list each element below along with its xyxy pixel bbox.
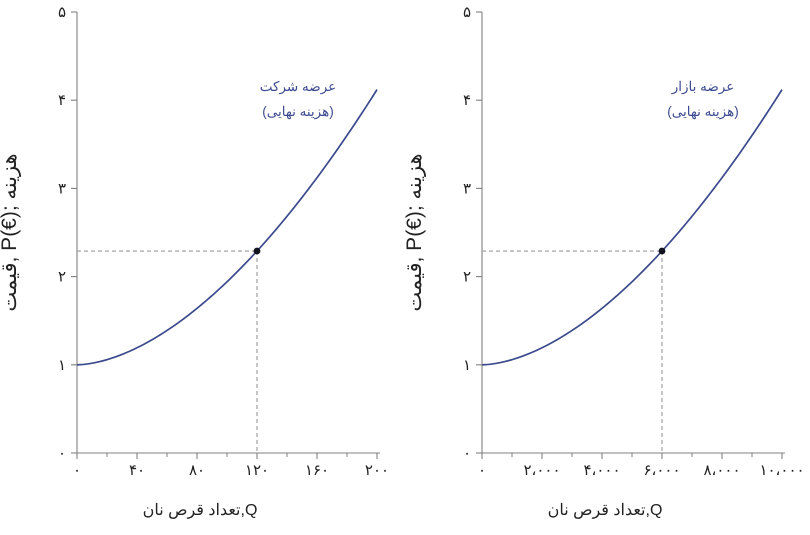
svg-text:تعداد قرص نان,Q: تعداد قرص نان,Q: [548, 502, 663, 519]
svg-text:۳: ۳: [58, 180, 66, 197]
svg-text:عرضه بازار: عرضه بازار: [671, 79, 735, 95]
svg-text:تعداد قرص نان,Q: تعداد قرص نان,Q: [143, 502, 258, 519]
svg-text:۰: ۰: [73, 462, 81, 479]
svg-text:۲: ۲: [58, 269, 66, 286]
svg-text:۰: ۰: [463, 445, 471, 462]
svg-text:۱۰،۰۰۰: ۱۰،۰۰۰: [759, 462, 804, 479]
svg-text:۴: ۴: [58, 92, 66, 109]
svg-text:۱۶۰: ۱۶۰: [305, 462, 329, 479]
svg-text:۵: ۵: [58, 4, 66, 21]
svg-text:۱: ۱: [58, 357, 66, 374]
svg-text:۲۰۰: ۲۰۰: [365, 462, 389, 479]
svg-text:۳: ۳: [463, 180, 471, 197]
svg-text:قیمت, P(€); هزینه: قیمت, P(€); هزینه: [403, 153, 427, 311]
svg-text:۸۰: ۸۰: [189, 462, 205, 479]
svg-text:۴،۰۰۰: ۴،۰۰۰: [583, 462, 620, 479]
svg-text:(هزینه نهایی): (هزینه نهایی): [262, 104, 334, 120]
svg-text:۰: ۰: [58, 445, 66, 462]
svg-text:۲: ۲: [463, 269, 471, 286]
svg-text:(هزینه نهایی): (هزینه نهایی): [667, 104, 739, 120]
svg-text:۰: ۰: [478, 462, 486, 479]
svg-text:۶،۰۰۰: ۶،۰۰۰: [643, 462, 680, 479]
svg-text:عرضه شرکت: عرضه شرکت: [260, 79, 336, 95]
svg-text:۱: ۱: [463, 357, 471, 374]
svg-text:۲،۰۰۰: ۲،۰۰۰: [523, 462, 560, 479]
svg-text:۸،۰۰۰: ۸،۰۰۰: [703, 462, 740, 479]
svg-text:۱۲۰: ۱۲۰: [245, 462, 269, 479]
svg-text:قیمت, P(€); هزینه: قیمت, P(€); هزینه: [0, 153, 22, 311]
svg-text:۵: ۵: [463, 4, 471, 21]
svg-text:۴: ۴: [463, 92, 471, 109]
svg-text:۴۰: ۴۰: [129, 462, 145, 479]
